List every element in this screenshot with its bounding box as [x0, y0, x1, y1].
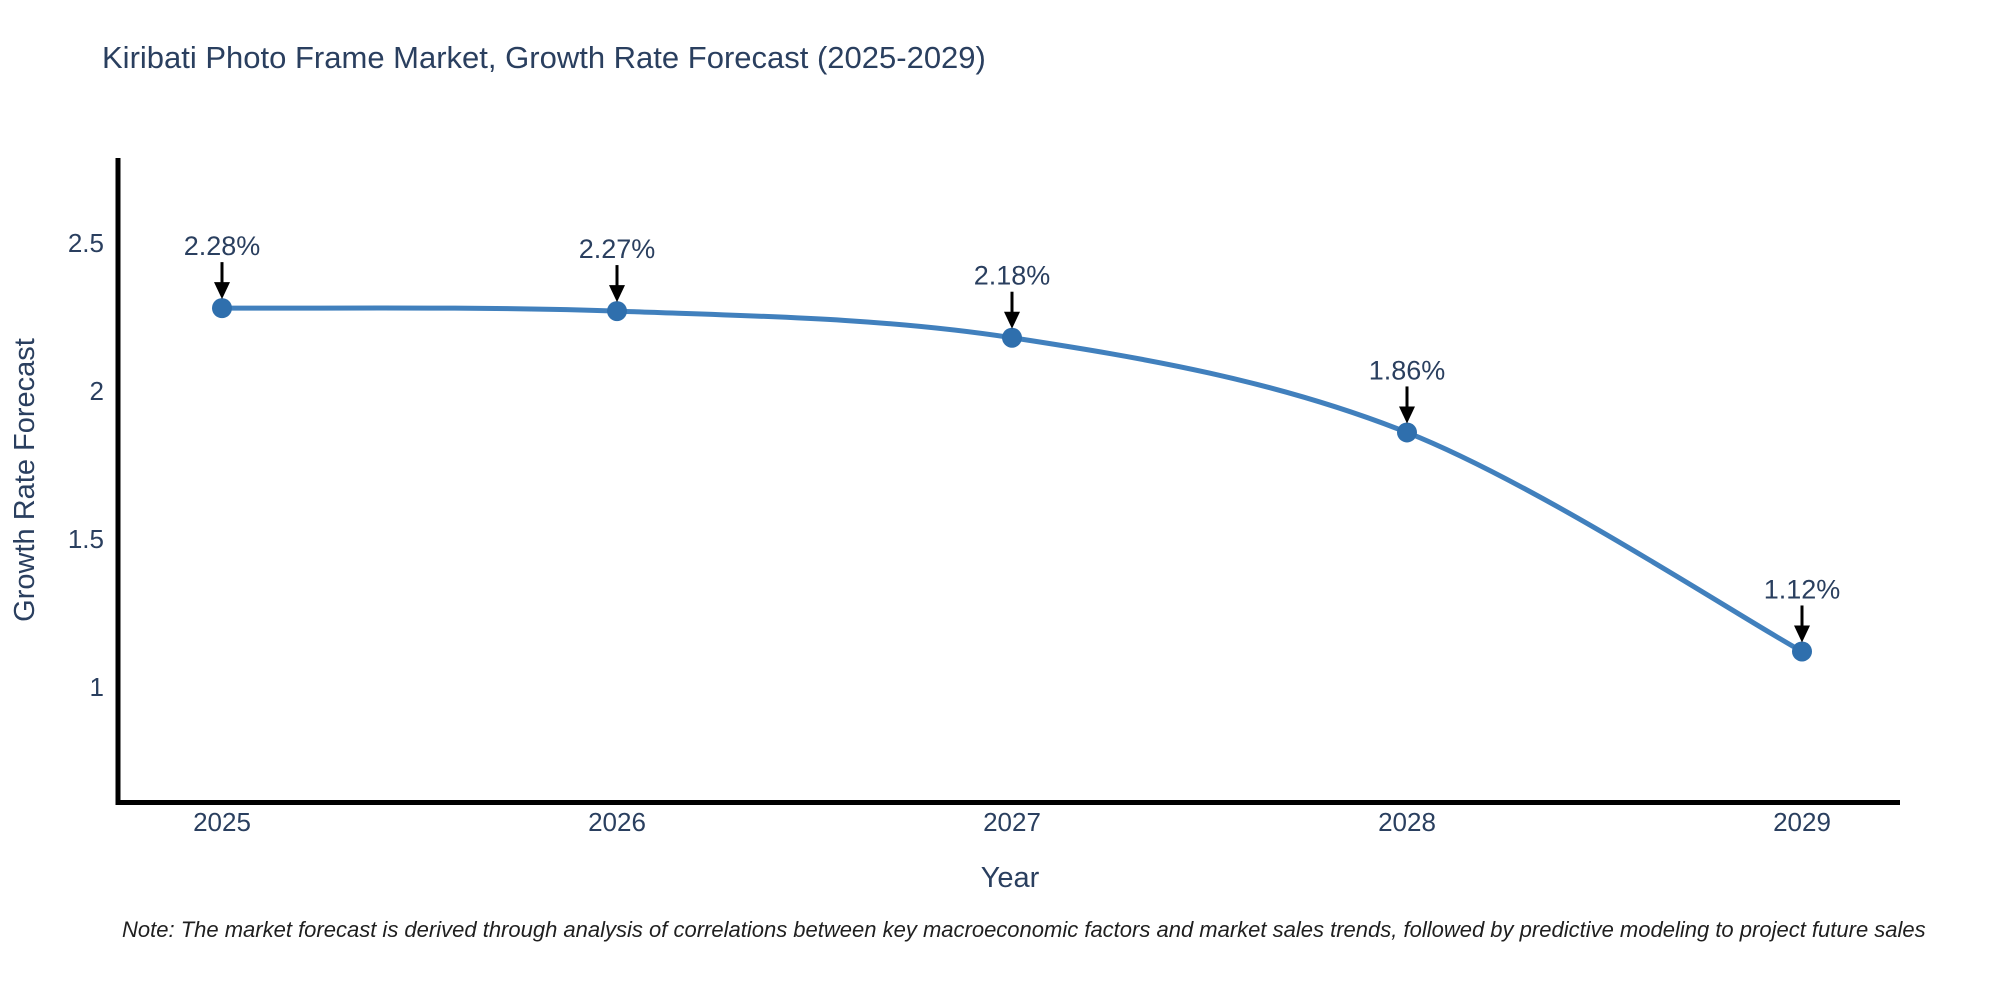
annotation-arrowhead-icon: [1399, 406, 1415, 424]
data-point-marker[interactable]: [1792, 641, 1812, 662]
annotations-layer: 2.28% 2.27% 2.18% 1.86% 1.12%: [184, 231, 1841, 643]
line-series-layer: [212, 298, 1812, 662]
y-tick-label: 1: [90, 672, 104, 702]
series-line: [219, 305, 1805, 654]
annotation-arrowhead-icon: [214, 282, 230, 300]
annotation-arrowhead-icon: [1794, 625, 1810, 643]
data-point-marker[interactable]: [1002, 327, 1022, 348]
x-tick-label: 2028: [1378, 807, 1436, 837]
y-tick-label: 2.5: [68, 228, 104, 258]
y-axis-title: Growth Rate Forecast: [9, 338, 41, 622]
data-point-marker[interactable]: [1397, 422, 1417, 443]
data-point-label: 1.12%: [1764, 574, 1841, 604]
data-point-marker[interactable]: [607, 301, 627, 322]
data-point-marker[interactable]: [212, 298, 232, 319]
data-point-label: 1.86%: [1369, 355, 1446, 385]
y-tick-label: 2: [90, 376, 104, 406]
data-point-label: 2.18%: [974, 261, 1051, 291]
x-axis-title: Year: [981, 862, 1040, 894]
data-point-label: 2.27%: [579, 234, 656, 264]
annotation-arrowhead-icon: [609, 285, 625, 303]
x-tick-label: 2025: [193, 807, 251, 837]
footnote: Note: The market forecast is derived thr…: [122, 917, 1926, 942]
x-tick-label: 2027: [983, 807, 1041, 837]
chart-title: Kiribati Photo Frame Market, Growth Rate…: [102, 40, 986, 75]
annotation-arrowhead-icon: [1004, 311, 1020, 329]
x-tick-label: 2026: [588, 807, 646, 837]
y-tick-label: 1.5: [68, 524, 104, 554]
x-tick-label: 2029: [1773, 807, 1831, 837]
data-point-label: 2.28%: [184, 231, 261, 261]
axes-layer: 1 1.5 2 2.5 2025 2026 2027 2028 2029: [68, 158, 1900, 837]
